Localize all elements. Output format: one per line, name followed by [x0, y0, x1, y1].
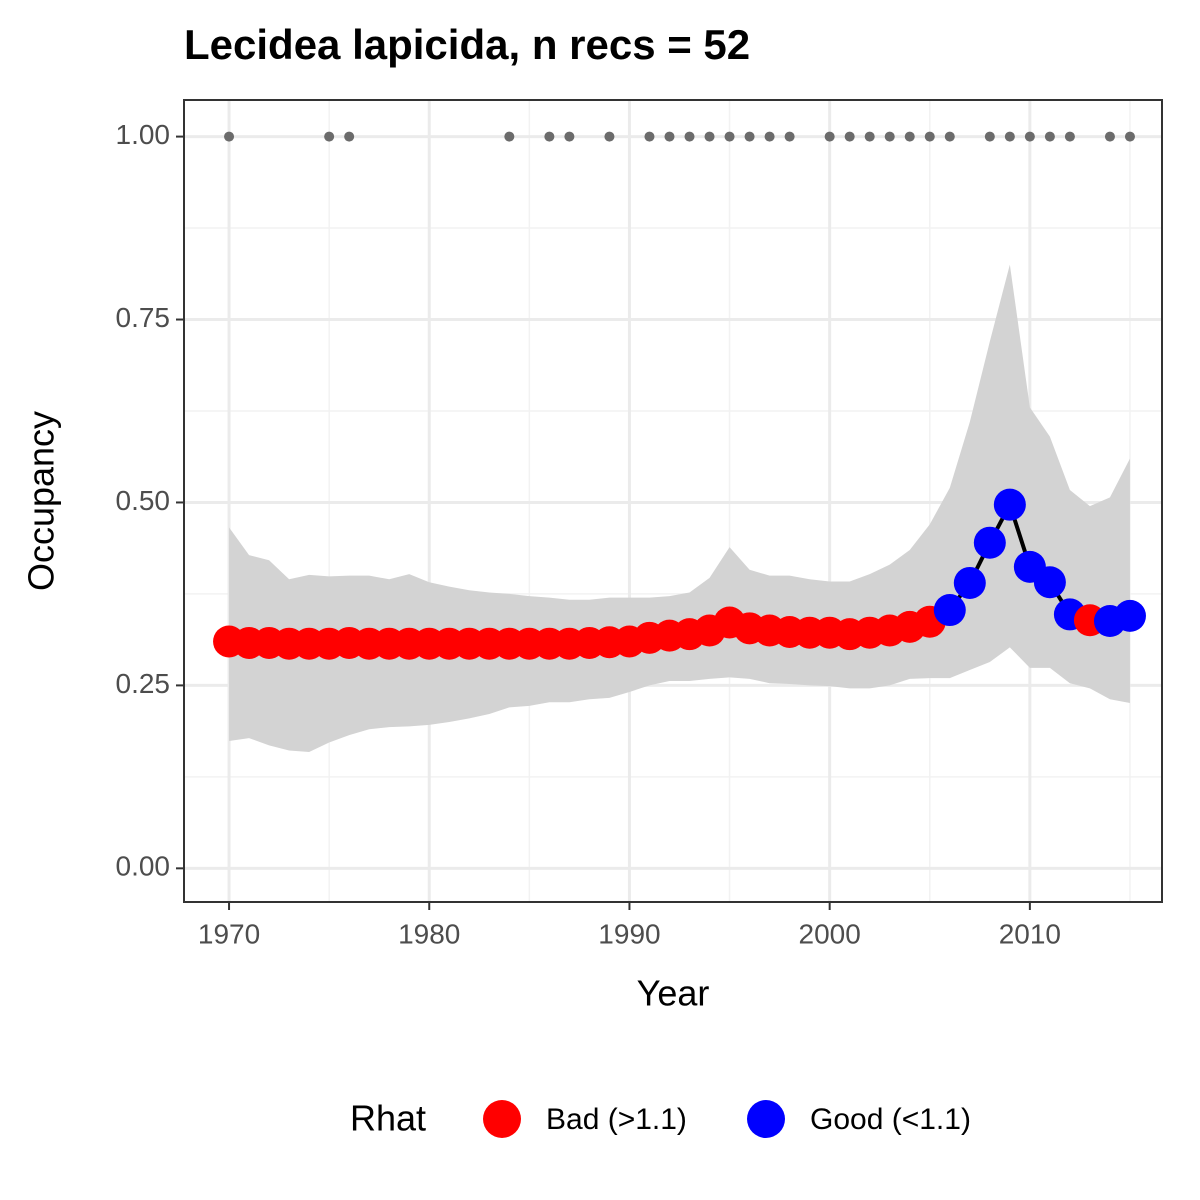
record-point	[864, 131, 875, 142]
y-tick-label: 0.25	[116, 668, 171, 699]
record-point	[644, 131, 655, 142]
record-point	[984, 131, 995, 142]
record-point	[704, 131, 715, 142]
record-point	[564, 131, 575, 142]
y-tick-label: 1.00	[116, 119, 171, 150]
record-point	[1064, 131, 1075, 142]
x-tick-label: 2000	[799, 918, 861, 949]
record-point	[784, 131, 795, 142]
x-tick-label: 1970	[198, 918, 260, 949]
record-point	[724, 131, 735, 142]
x-tick-label: 1990	[598, 918, 660, 949]
occupancy-point	[973, 526, 1006, 559]
occupancy-point	[1033, 566, 1066, 599]
y-tick-label: 0.00	[116, 851, 171, 882]
record-point	[904, 131, 915, 142]
record-point	[344, 131, 355, 142]
record-point	[1024, 131, 1035, 142]
record-point	[764, 131, 775, 142]
legend-label: Good (<1.1)	[810, 1103, 971, 1136]
record-point	[1104, 131, 1115, 142]
y-tick-label: 0.50	[116, 485, 171, 516]
x-tick-label: 2010	[999, 918, 1061, 949]
record-point	[844, 131, 855, 142]
record-point	[684, 131, 695, 142]
record-point	[604, 131, 615, 142]
record-point	[224, 131, 235, 142]
record-point	[924, 131, 935, 142]
record-point	[1044, 131, 1055, 142]
legend-label: Bad (>1.1)	[546, 1103, 687, 1136]
occupancy-point	[953, 566, 986, 599]
panel-border	[183, 99, 1163, 903]
chart-title: Lecidea lapicida, n recs = 52	[184, 21, 750, 68]
record-point	[884, 131, 895, 142]
record-point	[544, 131, 555, 142]
y-axis-title: Occupancy	[21, 411, 62, 591]
record-point	[744, 131, 755, 142]
record-point	[504, 131, 515, 142]
record-point	[944, 131, 955, 142]
record-point	[824, 131, 835, 142]
legend-swatch	[747, 1100, 785, 1138]
x-axis-title: Year	[637, 973, 710, 1014]
x-tick-label: 1980	[398, 918, 460, 949]
record-point	[1124, 131, 1135, 142]
occupancy-point	[933, 594, 966, 627]
occupancy-point	[993, 488, 1026, 521]
record-point	[1004, 131, 1015, 142]
legend-swatch	[483, 1100, 521, 1138]
legend-title: Rhat	[350, 1098, 426, 1139]
y-tick-label: 0.75	[116, 302, 171, 333]
record-point	[664, 131, 675, 142]
record-point	[324, 131, 335, 142]
occupancy-point	[1113, 599, 1146, 632]
